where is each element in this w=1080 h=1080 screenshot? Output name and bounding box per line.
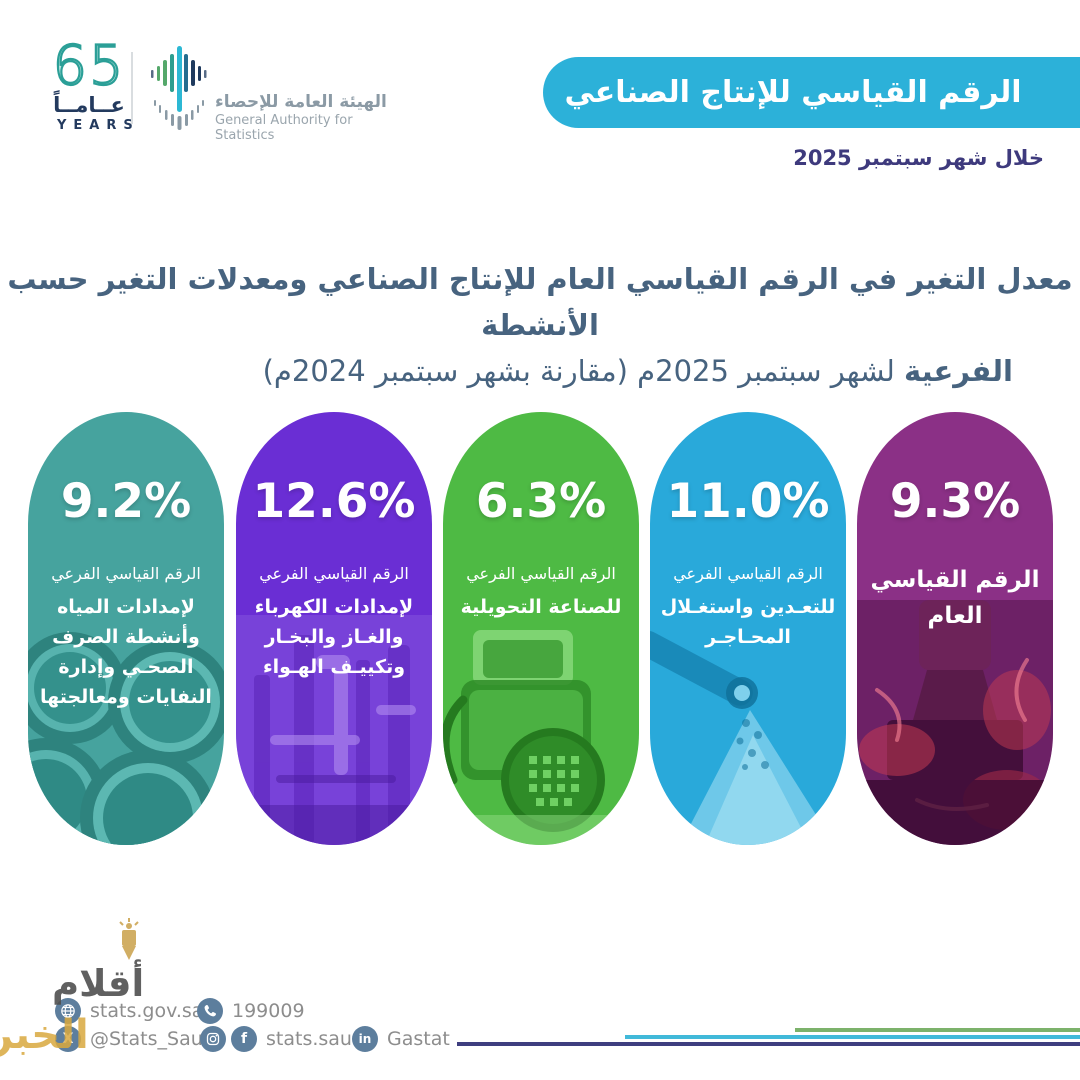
years-english-label: YEARS (57, 118, 140, 133)
category-electricity-gas: لإمدادات الكهرباء والغـاز والبخـار وتكيي… (254, 596, 414, 678)
banner-title: الرقم القياسي للإنتاج الصناعي (564, 75, 1022, 110)
category-general-index: الرقم القياسي العام (870, 567, 1040, 629)
linkedin-icon: in (352, 1026, 378, 1052)
banner-title-bar: الرقم القياسي للإنتاج الصناعي (543, 57, 1080, 128)
decorative-line-green (795, 1028, 1080, 1032)
x-twitter-icon: X (55, 1026, 81, 1052)
facebook-icon: f (231, 1026, 257, 1052)
65-number: 65 (52, 34, 126, 97)
index-card-manufacturing: 6.3% الرقم القياسي الفرعي للصناعة التحوي… (443, 412, 639, 845)
index-card-general: 9.3% الرقم القياسي العام (857, 412, 1053, 845)
instagram-facebook-handle[interactable]: f stats.saudi (200, 1026, 369, 1052)
linkedin-handle[interactable]: in Gastat (352, 1026, 450, 1052)
linkedin-handle-text: Gastat (387, 1028, 450, 1050)
decorative-line-cyan (625, 1035, 1080, 1039)
phone-contact[interactable]: 199009 (197, 998, 305, 1024)
index-card-mining: 11.0% الرقم القياسي الفرعي للتعـدين واست… (650, 412, 846, 845)
value-manufacturing: 6.3% (475, 474, 607, 529)
x-twitter-handle[interactable]: X @Stats_Saudi (55, 1026, 220, 1052)
power-plant-photo-illustration (236, 615, 432, 845)
value-water-supply: 9.2% (60, 474, 192, 529)
authority-name-english: General Authority for Statistics (215, 113, 353, 143)
water-pipes-photo-illustration (28, 632, 224, 845)
main-title-line1: معدل التغير في الرقم القياسي العام للإنت… (7, 262, 1073, 342)
sub-index-label: الرقم القياسي الفرعي (51, 564, 201, 583)
index-card-water-supply: 9.2% الرقم القياسي الفرعي لإمدادات الميا… (28, 412, 224, 845)
website-text: stats.gov.sa (90, 1000, 204, 1022)
electric-motor-photo-illustration (443, 630, 629, 845)
decorative-line-navy (457, 1042, 1080, 1046)
gastat-logo-icon (151, 46, 207, 130)
sub-index-label: الرقم القياسي الفرعي (673, 564, 823, 583)
instagram-icon (200, 1026, 226, 1052)
sub-index-label: الرقم القياسي الفرعي (259, 564, 409, 583)
watermark-pen-icon (119, 918, 139, 960)
phone-icon (197, 998, 223, 1024)
x-handle-text: @Stats_Saudi (90, 1028, 221, 1050)
ig-fb-handle-text: stats.saudi (266, 1028, 370, 1050)
authority-name-arabic: الهيئة العامة للإحصاء (215, 92, 387, 112)
header-divider (131, 52, 133, 124)
website-link[interactable]: stats.gov.sa (55, 998, 203, 1024)
globe-icon (55, 998, 81, 1024)
main-title: معدل التغير في الرقم القياسي العام للإنت… (0, 256, 1080, 394)
index-card-electricity-gas: 12.6% الرقم القياسي الفرعي لإمدادات الكه… (236, 412, 432, 845)
report-period: خلال شهر سبتمبر 2025 (793, 146, 1044, 170)
category-water-supply: لإمدادات المياه وأنشطة الصرف الصحـي وإدا… (40, 596, 212, 708)
conveyor-gravel-photo-illustration (650, 630, 835, 845)
sub-index-label: الرقم القياسي الفرعي (466, 564, 616, 583)
value-electricity-gas: 12.6% (252, 474, 416, 529)
years-arabic-label: عــامــاً (53, 93, 125, 117)
main-title-line2: الفرعية لشهر سبتمبر 2025م (مقارنة بشهر س… (262, 354, 1013, 388)
value-mining: 11.0% (666, 474, 830, 529)
industrial-press-photo-illustration (857, 600, 1053, 845)
category-mining: للتعـدين واستغـلال المحـاجـر (660, 596, 836, 648)
phone-number: 199009 (232, 1000, 305, 1022)
value-general-index: 9.3% (889, 474, 1021, 529)
65-years-logo: 65 عــامــاً YEARS (50, 34, 140, 133)
category-manufacturing: للصناعة التحويلية (460, 596, 622, 618)
